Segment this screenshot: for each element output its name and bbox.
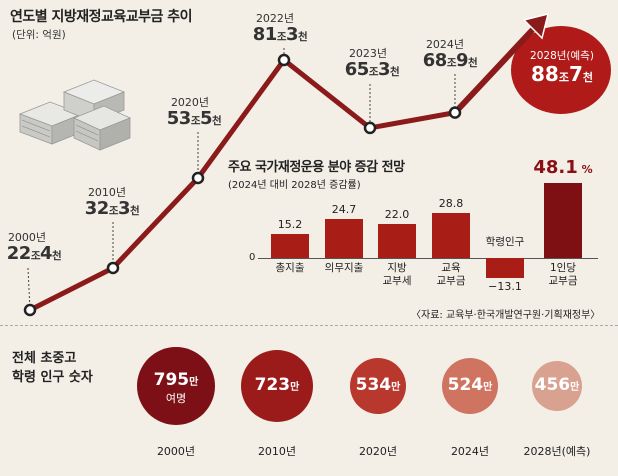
bar-category-학령인구: 학령인구 [485, 236, 525, 248]
section-divider [0, 325, 618, 326]
point-year-2024: 2024년 [425, 38, 465, 51]
population-title-line1: 전체 초중고 [12, 351, 77, 366]
point-value-2024: 68조9천 [422, 50, 478, 71]
population-unit: 만 [391, 382, 401, 393]
bar-value-학령인구: −13.1 [488, 280, 522, 294]
population-value: 534 [355, 375, 392, 395]
bar-value-교육 교부금: 28.8 [438, 197, 464, 211]
forecast-segment [452, 21, 541, 115]
population-unit: 만 [290, 382, 300, 393]
leader-line [27, 267, 31, 311]
population-unit: 만 [189, 377, 199, 388]
population-bubble-2024년: 524만 [442, 358, 498, 414]
forecast-arrowhead [522, 12, 550, 40]
bar-총지출 [271, 234, 309, 258]
population-sub: 여명 [165, 392, 187, 405]
population-bubble-2000년: 795만 여명 [137, 347, 215, 425]
population-year-2024년: 2024년 [450, 445, 490, 458]
population-year-2000년: 2000년 [156, 445, 196, 458]
point-year-2023: 2023년 [348, 47, 388, 60]
population-bubble-2028년(예측): 456만 [532, 361, 582, 411]
population-value: 456 [534, 375, 571, 395]
line-segment [27, 265, 116, 313]
bar-category-교육 교부금: 교육 교부금 [436, 262, 466, 287]
line-segment [367, 110, 458, 131]
population-title: 전체 초중고 학령 인구 숫자 [12, 349, 93, 387]
population-bubble-2020년: 534만 [350, 358, 406, 414]
point-value-2000: 22조4천 [6, 243, 62, 264]
line-point-2020년 [191, 171, 205, 185]
point-value-2028: 88조7천 [530, 62, 593, 86]
line-point-2023년 [363, 121, 377, 135]
bar-chart-title: 주요 국가재정운용 분야 증감 전망 [228, 160, 405, 175]
money-stack-illustration [18, 79, 132, 151]
population-year-2020년: 2020년 [358, 445, 398, 458]
bar-교육 교부금 [432, 213, 470, 258]
bar-value-unit: % [577, 163, 593, 176]
bar-1인당 교부금 [544, 183, 582, 258]
bar-category-지방 교부세: 지방 교부세 [382, 262, 412, 287]
bar-학령인구 [486, 258, 524, 279]
point-year-2020: 2020년 [170, 96, 210, 109]
population-value: 524 [447, 375, 484, 395]
bar-category-총지출: 총지출 [275, 262, 305, 274]
line-segment [110, 175, 201, 271]
source-note: 〈자료: 교육부·한국개발연구원·기획재정부〉 [411, 310, 601, 321]
point-year-2022: 2022년 [255, 12, 295, 25]
line-point-2010년 [106, 261, 120, 275]
bar-category-의무지출: 의무지출 [324, 262, 364, 274]
population-value: 795 [153, 370, 190, 390]
point-value-2010: 32조3천 [84, 198, 140, 219]
bar-value-의무지출: 24.7 [331, 203, 357, 217]
population-value: 723 [254, 375, 291, 395]
bar-의무지출 [325, 219, 363, 258]
bar-value-지방 교부세: 22.0 [384, 207, 410, 221]
bar-value-1인당 교부금: 48.1 % [533, 157, 593, 178]
population-unit: 만 [483, 382, 493, 393]
baseline [258, 258, 598, 259]
bar-chart-note: (2024년 대비 2028년 증감률) [228, 180, 361, 191]
point-value-2022: 81조3천 [252, 24, 308, 45]
chart-title: 연도별 지방재정교육교부금 추이 [10, 9, 193, 25]
bar-value-number: 48.1 [533, 157, 578, 178]
line-segment [195, 57, 287, 181]
population-bubble-2010년: 723만 [241, 350, 313, 422]
population-unit: 만 [570, 382, 580, 393]
point-year-2000: 2000년 [7, 231, 47, 244]
population-year-2010년: 2010년 [257, 445, 297, 458]
bar-value-총지출: 15.2 [277, 218, 303, 232]
point-year-2010: 2010년 [87, 186, 127, 199]
population-year-2028년(예측): 2028년(예측) [523, 445, 591, 458]
line-point-2000년 [23, 303, 37, 317]
population-title-line2: 학령 인구 숫자 [12, 370, 93, 385]
line-point-2024년 [448, 106, 462, 119]
zero-label: 0 [249, 252, 256, 263]
bar-지방 교부세 [378, 223, 416, 258]
line-segment [281, 57, 373, 131]
money-stack-right [62, 79, 132, 151]
unit-label: (단위: 억원) [12, 29, 66, 41]
point-year-2028: 2028년(예측) [530, 50, 594, 62]
point-value-2020: 53조5천 [166, 108, 222, 129]
line-chart [23, 12, 611, 317]
forecast-bubble [511, 26, 611, 114]
line-point-2022년 [277, 53, 291, 67]
point-value-2023: 65조3천 [344, 59, 400, 80]
bar-category-1인당 교부금: 1인당 교부금 [548, 262, 578, 287]
